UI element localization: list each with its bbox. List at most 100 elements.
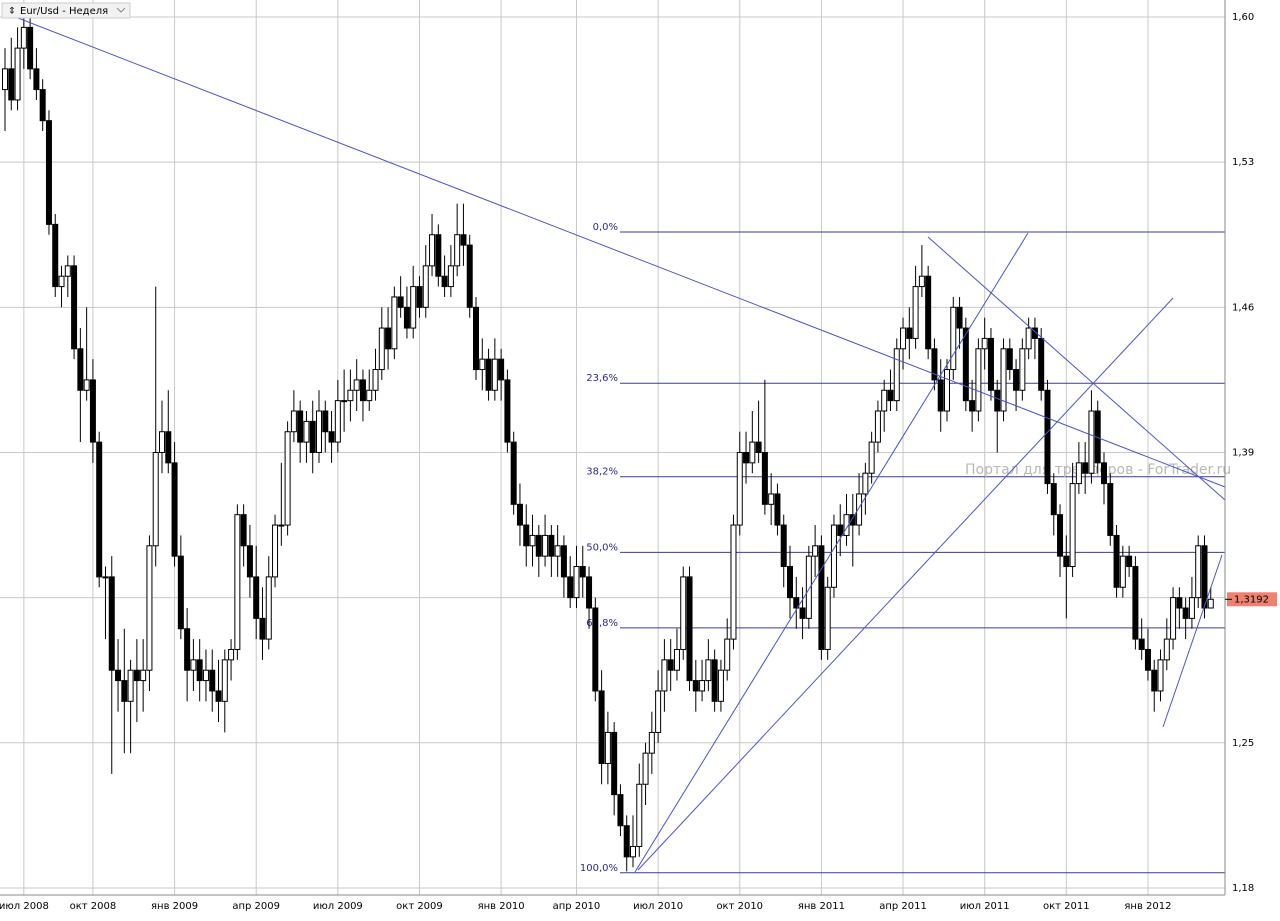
candle-body <box>240 514 247 547</box>
candle-body <box>937 379 944 412</box>
x-tick-label: апр 2010 <box>553 901 601 912</box>
candle-body <box>347 389 354 402</box>
candle-body <box>127 669 134 702</box>
candle-body <box>115 669 122 682</box>
x-tick-label: янв 2011 <box>798 901 845 912</box>
candle-body <box>353 379 360 391</box>
candle-body <box>1107 483 1114 536</box>
candle-body <box>623 825 630 858</box>
x-tick-label: окт 2008 <box>70 901 117 912</box>
candle-body <box>316 410 322 453</box>
x-tick-label: июл 2011 <box>960 901 1010 912</box>
trend-line <box>634 232 1029 873</box>
candle-body <box>1063 555 1070 568</box>
candle-body <box>1013 369 1020 391</box>
candle-body <box>290 410 297 433</box>
candle-body <box>366 389 373 402</box>
candle-body <box>359 379 366 402</box>
candle-body <box>77 348 84 391</box>
candles <box>2 17 1214 872</box>
current-price-box <box>1227 592 1277 607</box>
candle-body <box>1119 555 1126 588</box>
candle-body <box>818 545 825 650</box>
dropdown-arrow[interactable] <box>116 7 126 13</box>
candle-body <box>843 514 850 536</box>
fib-label: 23,6% <box>586 373 618 384</box>
candle-body <box>140 669 147 682</box>
candle-body <box>573 566 580 599</box>
candle-body <box>774 493 781 526</box>
candle-body <box>730 524 737 640</box>
candle-body <box>159 431 165 453</box>
candle-body <box>743 451 750 464</box>
candle-body <box>1201 545 1208 609</box>
fib-label: 100,0% <box>580 863 618 874</box>
candle-body <box>724 638 731 671</box>
candle-body <box>209 669 216 692</box>
x-tick-label: окт 2010 <box>716 901 763 912</box>
candle-body <box>328 431 335 443</box>
candle-body <box>334 400 341 443</box>
candle-body <box>265 576 272 640</box>
candle-body <box>385 327 392 350</box>
candle-body <box>1132 566 1139 640</box>
candle-body <box>874 410 881 443</box>
candle-body <box>473 306 479 371</box>
candle-body <box>1038 337 1045 391</box>
y-tick-label: 1,25 <box>1232 738 1254 749</box>
x-tick-label: апр 2009 <box>232 901 280 912</box>
candle-body <box>717 669 724 702</box>
candle-body <box>736 451 743 526</box>
candle-body <box>1044 389 1051 485</box>
candle-body <box>887 389 894 402</box>
candle-body <box>680 576 687 650</box>
candle-body <box>1138 638 1145 650</box>
candle-body <box>994 389 1001 412</box>
candle-body <box>535 534 542 557</box>
candle-body <box>1057 514 1064 557</box>
candle-body <box>711 659 718 702</box>
candle-body <box>378 327 385 371</box>
candle-body <box>830 524 837 588</box>
trend-lines <box>17 17 1226 873</box>
candle-body <box>642 752 649 785</box>
candle-body <box>856 493 863 526</box>
candle-body <box>171 462 178 557</box>
candle-body <box>950 306 957 371</box>
candle-body <box>45 120 52 225</box>
candle-body <box>133 669 140 682</box>
candle-body <box>667 659 674 671</box>
candle-body <box>787 566 793 599</box>
candle-body <box>108 576 115 671</box>
candle-body <box>341 400 348 403</box>
candle-body <box>686 576 693 682</box>
candle-body <box>1025 327 1032 350</box>
candle-body <box>479 358 486 371</box>
candle-body <box>560 545 567 578</box>
candle-body <box>1176 597 1183 609</box>
trend-line <box>927 236 1226 501</box>
candle-body <box>485 358 492 391</box>
candle-body <box>1126 555 1133 568</box>
candle-body <box>102 576 109 579</box>
candle-body <box>956 306 963 329</box>
candle-body <box>567 576 574 599</box>
candle-body <box>221 659 228 702</box>
candle-body <box>931 348 938 381</box>
candle-body <box>592 607 599 692</box>
candle-body <box>673 648 680 671</box>
candle-body <box>1000 348 1007 412</box>
candle-body <box>435 234 442 277</box>
candle-body <box>692 680 699 692</box>
candle-body <box>391 296 398 350</box>
candle-body <box>655 690 662 733</box>
header-box[interactable] <box>1 2 131 19</box>
candle-body <box>749 441 756 464</box>
candle-body <box>900 327 907 350</box>
candle-body <box>837 524 844 536</box>
candle-body <box>799 607 806 619</box>
candle-body <box>586 576 593 609</box>
candle-body <box>579 566 586 578</box>
